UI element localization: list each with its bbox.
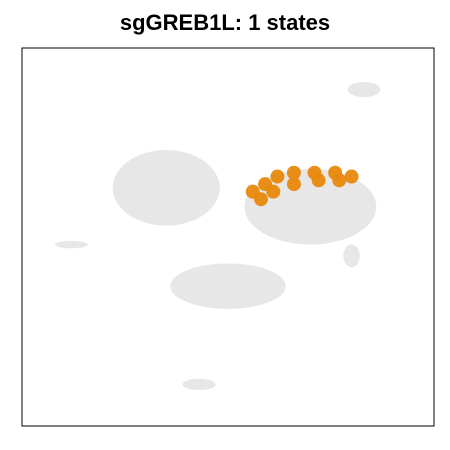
background-region-top-right-small xyxy=(347,82,381,98)
highlight-point-3 xyxy=(286,165,301,180)
highlight-point-10 xyxy=(311,173,326,188)
highlight-point-9 xyxy=(253,192,268,207)
highlight-point-11 xyxy=(332,173,347,188)
background-region-large-left-lobe xyxy=(112,150,220,226)
highlight-point-7 xyxy=(266,184,281,199)
background-region-left-small xyxy=(54,240,88,249)
plot-frame xyxy=(21,47,435,427)
chart-title: sgGREB1L: 1 states xyxy=(119,10,331,35)
background-region-right-small xyxy=(343,244,360,268)
background-region-bottom-small xyxy=(182,378,216,391)
highlighted-cells xyxy=(245,165,359,207)
background-region-lower-arc xyxy=(170,263,286,309)
highlight-point-6 xyxy=(344,169,359,184)
highlight-point-8 xyxy=(286,177,301,192)
highlight-point-2 xyxy=(270,169,285,184)
